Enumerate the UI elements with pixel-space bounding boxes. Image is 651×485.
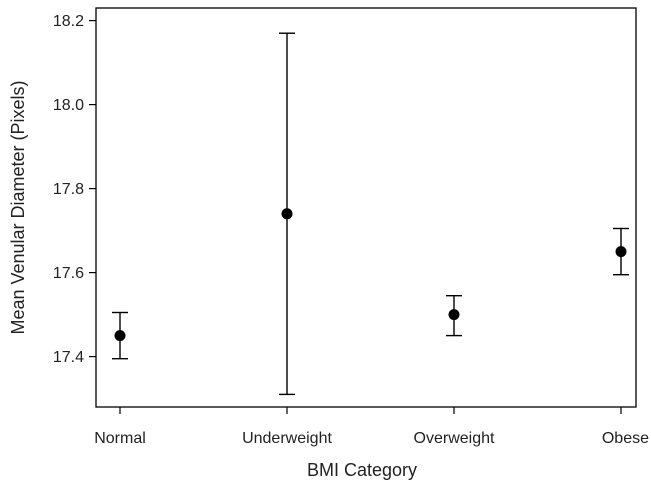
y-tick-label: 18.0 xyxy=(53,97,84,114)
y-tick-label: 17.4 xyxy=(53,349,84,366)
error-bar-group xyxy=(279,32,295,396)
plot-area-frame xyxy=(95,7,637,408)
y-tick-label: 17.8 xyxy=(53,181,84,198)
y-axis-title: Mean Venular Diameter (Pixels) xyxy=(8,80,28,334)
x-tick-label: Underweight xyxy=(242,430,332,447)
data-point xyxy=(281,208,293,220)
error-bar-group xyxy=(112,311,128,360)
y-axis: 17.4 17.6 17.8 18.0 18.2 xyxy=(53,13,96,366)
error-bar-group xyxy=(446,295,462,337)
error-bar-group xyxy=(613,227,629,276)
y-tick-label: 17.6 xyxy=(53,265,84,282)
x-axis-title: BMI Category xyxy=(307,460,417,480)
data-point xyxy=(615,246,627,258)
x-axis: Normal Underweight Overweight Obese xyxy=(94,407,649,447)
y-tick-label: 18.2 xyxy=(53,13,84,30)
data-marks xyxy=(112,32,629,396)
data-point xyxy=(448,309,460,321)
data-point xyxy=(114,330,126,342)
x-tick-label: Obese xyxy=(602,430,649,447)
x-tick-label: Overweight xyxy=(414,430,495,447)
x-tick-label: Normal xyxy=(94,430,146,447)
